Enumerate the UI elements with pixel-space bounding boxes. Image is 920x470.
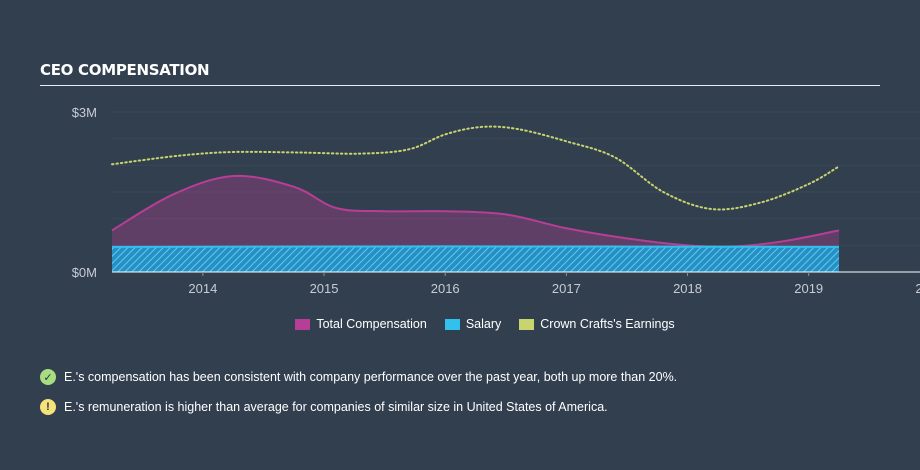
legend-item-total-compensation[interactable]: Total Compensation <box>295 317 427 331</box>
legend-swatch-total-compensation <box>295 318 311 330</box>
legend-label: Salary <box>465 317 502 331</box>
y-tick-label: $3M <box>72 105 97 120</box>
legend-item-earnings[interactable]: Crown Crafts's Earnings <box>519 317 675 331</box>
legend-swatch-salary <box>444 318 460 330</box>
x-tick-label: 2020 <box>915 281 920 296</box>
note-consistent-compensation: ✓ E.'s compensation has been consistent … <box>40 369 677 385</box>
legend-swatch-earnings <box>519 318 535 330</box>
x-tick-label: 2015 <box>310 281 339 296</box>
exclamation-circle-icon: ! <box>40 399 56 415</box>
legend-label: Crown Crafts's Earnings <box>540 317 675 331</box>
legend-label: Total Compensation <box>316 317 427 331</box>
note-text: E.'s compensation has been consistent wi… <box>64 370 678 384</box>
chart-legend: Total Compensation Salary Crown Crafts's… <box>0 317 920 331</box>
title-divider <box>40 85 880 86</box>
note-text: E.'s remuneration is higher than average… <box>64 400 608 414</box>
x-tick-label: 2018 <box>673 281 702 296</box>
chart-title: CEO COMPENSATION <box>40 61 210 79</box>
ceo-compensation-chart: $3M $0M 2014 2015 2016 2017 2018 2019 2020 <box>72 105 920 296</box>
legend-item-salary[interactable]: Salary <box>444 317 502 331</box>
check-circle-icon: ✓ <box>40 369 56 385</box>
area-salary <box>112 246 839 272</box>
note-higher-remuneration: ! E.'s remuneration is higher than avera… <box>40 399 608 415</box>
x-tick-label: 2017 <box>552 281 581 296</box>
y-tick-label: $0M <box>72 265 97 280</box>
x-tick-label: 2014 <box>188 281 217 296</box>
line-crown-crafts-s-earnings <box>111 125 840 211</box>
x-tick-label: 2019 <box>794 281 823 296</box>
line-salary <box>111 245 840 248</box>
x-tick-label: 2016 <box>431 281 460 296</box>
